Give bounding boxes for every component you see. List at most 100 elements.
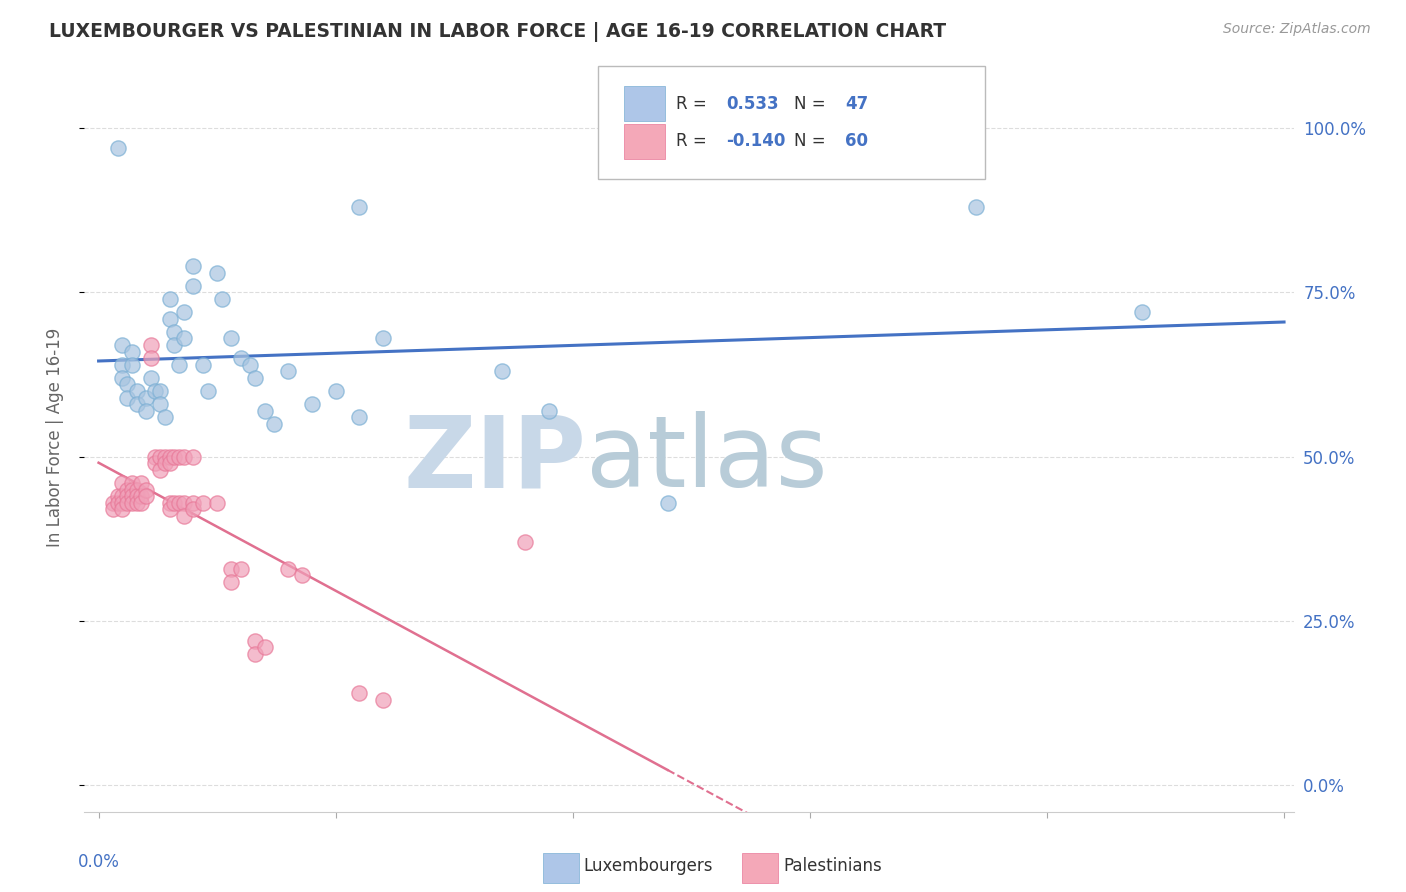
Point — [111, 371, 134, 385]
Point — [173, 508, 195, 523]
Point — [111, 496, 134, 510]
Text: atlas: atlas — [586, 411, 828, 508]
Point — [159, 311, 181, 326]
Point — [173, 331, 195, 345]
Point — [253, 640, 276, 655]
Point — [277, 364, 299, 378]
Point — [111, 358, 134, 372]
Point — [183, 259, 205, 273]
Point — [129, 496, 152, 510]
Point — [349, 686, 371, 700]
Point — [121, 476, 143, 491]
Point — [129, 489, 152, 503]
Point — [159, 456, 181, 470]
Point — [167, 358, 190, 372]
Point — [173, 450, 195, 464]
Point — [183, 496, 205, 510]
Point — [263, 417, 285, 431]
Point — [291, 568, 314, 582]
Point — [167, 450, 190, 464]
Point — [115, 496, 138, 510]
Text: -0.140: -0.140 — [727, 132, 786, 150]
FancyBboxPatch shape — [599, 66, 986, 178]
FancyBboxPatch shape — [624, 86, 665, 121]
Point — [349, 200, 371, 214]
Point — [159, 496, 181, 510]
Point — [159, 502, 181, 516]
Point — [191, 358, 214, 372]
Point — [107, 496, 129, 510]
Text: ZIP: ZIP — [404, 411, 586, 508]
Point — [197, 384, 219, 398]
Point — [349, 410, 371, 425]
Point — [135, 483, 157, 497]
FancyBboxPatch shape — [543, 853, 579, 883]
Text: Source: ZipAtlas.com: Source: ZipAtlas.com — [1223, 22, 1371, 37]
FancyBboxPatch shape — [742, 853, 779, 883]
Text: N =: N = — [794, 95, 831, 112]
Point — [183, 279, 205, 293]
Point — [515, 535, 537, 549]
Point — [183, 502, 205, 516]
Point — [115, 489, 138, 503]
Point — [191, 496, 214, 510]
Point — [243, 633, 266, 648]
Point — [221, 574, 243, 589]
Text: 0.533: 0.533 — [727, 95, 779, 112]
Point — [135, 489, 157, 503]
Point — [111, 476, 134, 491]
Point — [243, 647, 266, 661]
Point — [121, 344, 143, 359]
Point — [163, 325, 186, 339]
Point — [205, 266, 228, 280]
Point — [125, 496, 148, 510]
Point — [149, 397, 172, 411]
Point — [205, 496, 228, 510]
Point — [301, 397, 323, 411]
Point — [115, 391, 138, 405]
Point — [107, 141, 129, 155]
Point — [121, 483, 143, 497]
Point — [111, 502, 134, 516]
Point — [657, 496, 679, 510]
Point — [121, 496, 143, 510]
Point — [221, 561, 243, 575]
Point — [101, 496, 124, 510]
Point — [153, 456, 176, 470]
Point — [325, 384, 347, 398]
Point — [149, 450, 172, 464]
Point — [139, 338, 162, 352]
Point — [125, 483, 148, 497]
Text: 0.0%: 0.0% — [77, 853, 120, 871]
Point — [111, 489, 134, 503]
Point — [167, 496, 190, 510]
Point — [163, 450, 186, 464]
Point — [125, 397, 148, 411]
Point — [107, 489, 129, 503]
Point — [277, 561, 299, 575]
Point — [121, 358, 143, 372]
Point — [173, 305, 195, 319]
Point — [163, 338, 186, 352]
Point — [129, 476, 152, 491]
Point — [211, 292, 233, 306]
Point — [139, 371, 162, 385]
Point — [159, 450, 181, 464]
Text: Palestinians: Palestinians — [783, 856, 882, 875]
Point — [965, 200, 987, 214]
Text: Luxembourgers: Luxembourgers — [583, 856, 713, 875]
Point — [145, 384, 167, 398]
Point — [111, 338, 134, 352]
Point — [149, 384, 172, 398]
Text: 47: 47 — [845, 95, 868, 112]
Point — [153, 410, 176, 425]
Point — [239, 358, 262, 372]
Point — [173, 496, 195, 510]
Text: LUXEMBOURGER VS PALESTINIAN IN LABOR FORCE | AGE 16-19 CORRELATION CHART: LUXEMBOURGER VS PALESTINIAN IN LABOR FOR… — [49, 22, 946, 42]
Point — [183, 450, 205, 464]
Point — [1130, 305, 1153, 319]
Point — [121, 489, 143, 503]
Point — [159, 292, 181, 306]
Point — [371, 693, 394, 707]
Point — [229, 561, 252, 575]
